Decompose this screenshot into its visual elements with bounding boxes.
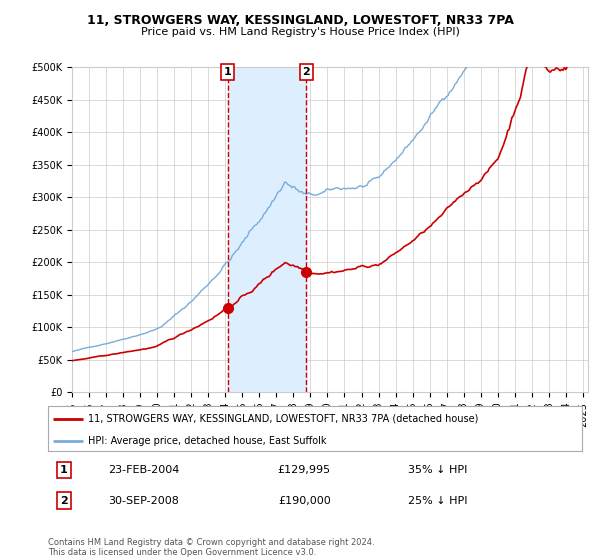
Text: HPI: Average price, detached house, East Suffolk: HPI: Average price, detached house, East… [88,436,326,446]
Bar [227,67,306,392]
Text: £190,000: £190,000 [278,496,331,506]
Text: 11, STROWGERS WAY, KESSINGLAND, LOWESTOFT, NR33 7PA: 11, STROWGERS WAY, KESSINGLAND, LOWESTOF… [86,14,514,27]
Text: 2: 2 [302,67,310,77]
Text: 1: 1 [60,465,68,475]
Text: Price paid vs. HM Land Registry's House Price Index (HPI): Price paid vs. HM Land Registry's House … [140,27,460,37]
Text: 23-FEB-2004: 23-FEB-2004 [109,465,180,475]
Text: 11, STROWGERS WAY, KESSINGLAND, LOWESTOFT, NR33 7PA (detached house): 11, STROWGERS WAY, KESSINGLAND, LOWESTOF… [88,413,478,423]
Text: 1: 1 [224,67,232,77]
Text: 30-SEP-2008: 30-SEP-2008 [109,496,179,506]
Text: £129,995: £129,995 [278,465,331,475]
Text: Contains HM Land Registry data © Crown copyright and database right 2024.
This d: Contains HM Land Registry data © Crown c… [48,538,374,557]
Text: 25% ↓ HPI: 25% ↓ HPI [408,496,467,506]
Text: 35% ↓ HPI: 35% ↓ HPI [408,465,467,475]
Text: 2: 2 [60,496,68,506]
